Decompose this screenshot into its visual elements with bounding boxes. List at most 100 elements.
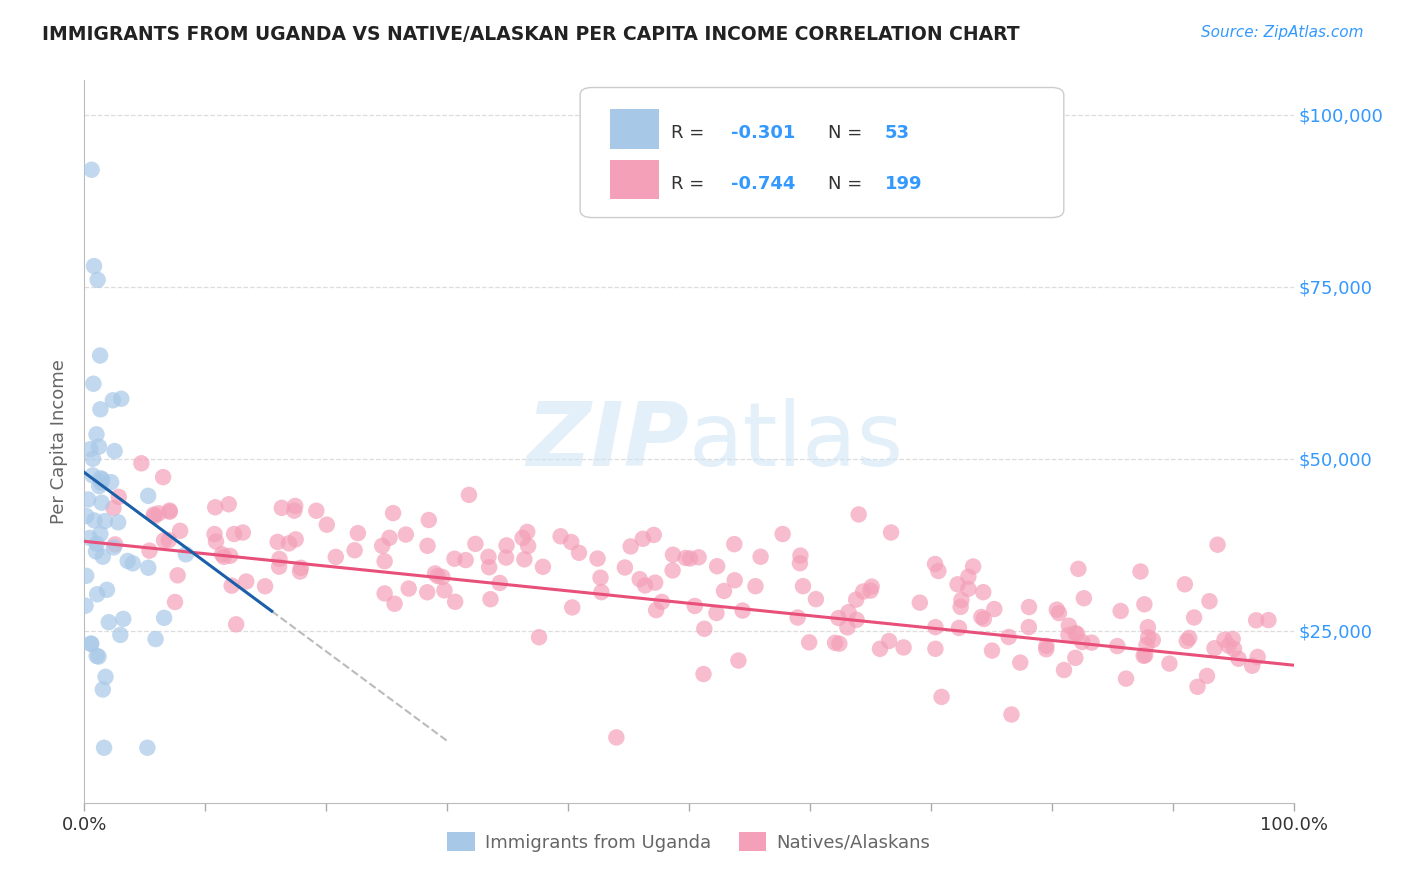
Point [75,569,97,583]
Point [517,539,540,553]
Point [527,630,550,644]
Point [374,586,396,600]
Point [87,440,110,454]
Point [1067,562,1090,576]
Point [86,427,108,442]
Point [235,574,257,589]
Point [683,599,706,613]
Point [269,552,291,566]
Point [605,731,627,745]
Point [153,611,176,625]
Point [454,553,477,567]
Point [644,575,666,590]
Text: R =: R = [671,175,710,193]
Point [398,582,420,596]
Point [432,570,454,584]
Point [145,632,167,646]
Point [103,541,125,555]
Point [94,514,117,528]
Point [949,599,972,614]
Point [138,543,160,558]
Point [957,582,980,596]
Point [86,648,108,663]
Point [1204,641,1226,656]
Point [845,613,868,627]
Point [516,524,538,539]
Point [797,635,820,649]
Point [512,531,534,545]
Point [675,551,697,566]
Point [1047,606,1070,620]
Point [1064,626,1087,640]
Point [325,549,347,564]
Point [80,162,103,177]
Point [131,456,153,470]
Point [651,595,673,609]
Point [89,527,111,541]
FancyBboxPatch shape [610,109,659,149]
Point [970,610,993,624]
Point [1107,639,1129,653]
Point [97,615,120,630]
Text: atlas: atlas [689,398,904,485]
Point [972,585,994,599]
Point [305,504,328,518]
Point [90,496,112,510]
Point [837,620,859,634]
Point [488,576,510,591]
Point [1057,618,1080,632]
Point [1175,634,1198,648]
Point [950,593,973,607]
Point [1133,597,1156,611]
Point [859,583,882,598]
Point [662,548,685,562]
Point [284,499,307,513]
Y-axis label: Per Capita Income: Per Capita Income [51,359,69,524]
FancyBboxPatch shape [610,160,659,200]
Text: N =: N = [828,175,868,193]
Point [1053,663,1076,677]
Point [1115,672,1137,686]
Point [79,442,101,456]
Text: R =: R = [671,124,710,142]
Point [82,468,104,483]
Point [908,596,931,610]
Point [416,539,439,553]
Point [82,376,104,391]
Point [107,516,129,530]
Point [100,475,122,490]
Point [225,617,247,632]
Point [724,574,747,588]
Point [1035,639,1057,653]
Point [143,509,166,524]
Point [772,527,794,541]
Point [110,392,132,406]
Point [288,565,311,579]
Point [631,532,654,546]
Point [121,557,143,571]
Point [877,634,900,648]
Point [90,471,112,485]
Point [104,444,127,458]
Point [591,585,613,599]
Point [568,546,591,560]
Point [269,559,291,574]
Point [1132,648,1154,663]
Legend: Immigrants from Uganda, Natives/Alaskans: Immigrants from Uganda, Natives/Alaskans [440,825,938,859]
Point [1071,635,1094,649]
FancyBboxPatch shape [581,87,1064,218]
Point [107,490,129,504]
Point [792,579,814,593]
Point [948,621,970,635]
Point [152,470,174,484]
Point [749,549,772,564]
Point [478,560,501,574]
Point [1142,632,1164,647]
Point [79,531,101,545]
Point [860,580,883,594]
Point [645,603,668,617]
Point [927,564,949,578]
Point [1080,635,1102,649]
Point [159,505,181,519]
Point [142,508,165,522]
